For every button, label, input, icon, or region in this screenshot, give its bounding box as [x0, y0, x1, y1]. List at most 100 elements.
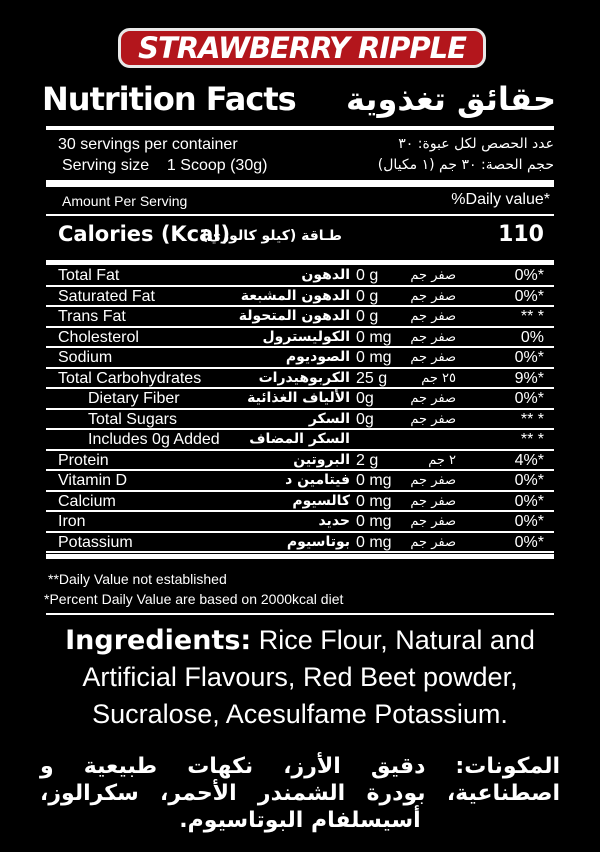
divider-thick [46, 554, 554, 559]
nutrient-amount-ar: صفر جم [410, 411, 456, 427]
nutrient-name: Iron [58, 513, 86, 530]
nutrient-row: Total Sugars السكر 0g صفر جم ** * [46, 410, 554, 430]
nutrient-name: Cholesterol [58, 328, 139, 346]
nutrient-daily-value: 4%* [514, 451, 544, 469]
nutrient-table: Total Fat الدهون 0 g صفر جم 0%* Saturated Fat… [46, 266, 554, 553]
nutrient-name: Total Fat [58, 267, 120, 284]
nutrient-amount-ar: صفر جم [410, 391, 456, 406]
nutrient-amount: 25 g [356, 369, 388, 387]
nutrient-row: Vitamin D فيتامين د 0 mg صفر جم 0%* [46, 471, 554, 492]
nutrient-amount-ar: ٢٥ جم [421, 370, 456, 386]
nutrient-row: Cholesterol الكوليسترول 0 mg صفر جم 0% [46, 328, 554, 348]
nutrient-daily-value: 0%* [514, 349, 544, 366]
nutrient-amount-ar: صفر جم [410, 514, 456, 529]
nutrient-amount: 0 mg [356, 472, 392, 489]
nutrient-name-ar: الصوديوم [285, 349, 350, 365]
nutrient-amount-ar: صفر جم [410, 268, 456, 283]
nutrient-name: Vitamin D [58, 472, 128, 489]
nutrient-name: Sodium [58, 349, 113, 366]
divider-thick [46, 260, 554, 265]
nutrient-amount: 0g [356, 390, 374, 407]
footnote-not-established: **Daily Value not established [48, 571, 227, 587]
nutrient-daily-value: 0%* [514, 267, 544, 284]
nutrient-row: Total Fat الدهون 0 g صفر جم 0%* [46, 266, 554, 287]
nutrient-name-ar: فيتامين د [285, 472, 350, 488]
title-ar: حقائق تغذوية [346, 80, 556, 118]
nutrient-row: Saturated Fat الدهون المشبعة 0 g صفر جم 0%* [46, 287, 554, 307]
nutrient-name-ar: الألياف الغذائية [247, 390, 350, 406]
footnote-percent-daily: *Percent Daily Value are based on 2000kc… [44, 591, 344, 607]
amount-per-serving: Amount Per Serving [62, 193, 188, 209]
servings-per-container-ar: عدد الحصص لكل عبوة: ٣٠ [398, 136, 554, 152]
nutrient-amount: 2 g [356, 451, 379, 469]
nutrient-name-ar: حديد [318, 513, 350, 529]
nutrient-amount: 0 mg [356, 513, 392, 530]
ingredients-label: Ingredients: [65, 625, 252, 656]
calories-value: 110 [498, 222, 544, 247]
divider-thick [46, 180, 554, 187]
nutrient-name: Saturated Fat [58, 287, 155, 305]
nutrient-name: Total Carbohydrates [58, 369, 202, 387]
title-en: Nutrition Facts [42, 80, 297, 118]
divider [46, 126, 554, 130]
nutrient-row: Sodium الصوديوم 0 mg صفر جم 0%* [46, 348, 554, 369]
nutrient-daily-value: 0%* [514, 390, 544, 407]
nutrient-daily-value: 0%* [514, 492, 544, 510]
nutrient-daily-value: ** * [520, 308, 544, 325]
nutrient-amount-ar: صفر جم [410, 329, 456, 345]
nutrient-name-ar: الدهون [301, 267, 350, 283]
nutrient-name: Calcium [58, 492, 116, 510]
nutrient-amount-ar: صفر جم [410, 534, 456, 550]
nutrient-amount: 0g [356, 410, 374, 428]
ingredients-ar: المكونات: دقيق الأرز، نكهات طبيعية و اصط… [40, 754, 560, 833]
nutrient-amount-ar: صفر جم [410, 493, 456, 509]
nutrient-name: Potassium [58, 533, 133, 551]
serving-size-ar: حجم الحصة: ٣٠ جم (١ مكيال) [377, 157, 554, 173]
nutrient-row: Potassium بوتاسيوم 0 mg صفر جم 0%* [46, 533, 554, 553]
nutrient-amount: 0 mg [356, 328, 392, 346]
nutrient-daily-value: 0%* [514, 472, 544, 489]
ingredients-en: Ingredients: Rice Flour, Natural and Art… [30, 622, 570, 733]
nutrient-amount: 0 mg [356, 492, 392, 510]
nutrient-row: Iron حديد 0 mg صفر جم 0%* [46, 512, 554, 533]
nutrient-amount-ar: صفر جم [410, 473, 456, 488]
flavor-name: STRAWBERRY RIPPLE [138, 31, 467, 65]
nutrient-daily-value: 0%* [514, 533, 544, 551]
nutrient-daily-value: 9%* [514, 369, 544, 387]
nutrient-name: Protein [58, 451, 109, 469]
nutrient-amount: 0 mg [356, 533, 392, 551]
nutrient-daily-value: 0% [520, 328, 544, 346]
nutrient-name-ar: الكوليسترول [262, 328, 350, 345]
divider [46, 613, 554, 615]
nutrient-row: Includes 0g Added السكر المضاف ** * [46, 430, 554, 451]
nutrient-amount-ar: ٢ جم [428, 452, 456, 468]
nutrient-amount-ar: صفر جم [410, 309, 456, 324]
nutrient-name: Total Sugars [88, 410, 177, 428]
nutrient-name-ar: الدهون المتحولة [238, 308, 350, 324]
nutrient-row: Calcium كالسيوم 0 mg صفر جم 0%* [46, 492, 554, 512]
nutrient-amount: 0 g [356, 267, 379, 284]
nutrient-name: Dietary Fiber [88, 390, 180, 407]
daily-value-header: %Daily value* [451, 191, 550, 208]
nutrient-amount-ar: صفر جم [410, 288, 456, 304]
nutrient-row: Protein البروتين 2 g ٢ جم 4%* [46, 451, 554, 471]
nutrient-name-ar: البروتين [293, 451, 350, 468]
nutrient-name-ar: السكر [308, 410, 350, 427]
nutrient-daily-value: ** * [520, 431, 544, 448]
calories-label-ar: طـاقة (كيلو كالوري) [201, 228, 342, 244]
nutrient-name-ar: بوتاسيوم [286, 533, 350, 550]
divider [46, 214, 554, 216]
nutrient-amount: 0 mg [356, 349, 392, 366]
nutrient-row: Trans Fat الدهون المتحولة 0 g صفر جم ** * [46, 307, 554, 328]
nutrient-daily-value: 0%* [514, 513, 544, 530]
nutrient-daily-value: ** * [520, 410, 544, 428]
nutrient-daily-value: 0%* [514, 287, 544, 305]
servings-per-container: 30 servings per container [58, 136, 238, 153]
nutrient-name: Includes 0g Added [88, 431, 220, 448]
ingredients-text: Rice Flour, Natural and Artificial Flavo… [82, 625, 535, 729]
nutrient-amount: 0 g [356, 308, 379, 325]
calories-label: Calories (Kcal) [58, 222, 231, 246]
nutrient-name: Trans Fat [58, 308, 126, 325]
flavor-badge: STRAWBERRY RIPPLE [118, 28, 486, 68]
nutrient-amount-ar: صفر جم [410, 350, 456, 365]
